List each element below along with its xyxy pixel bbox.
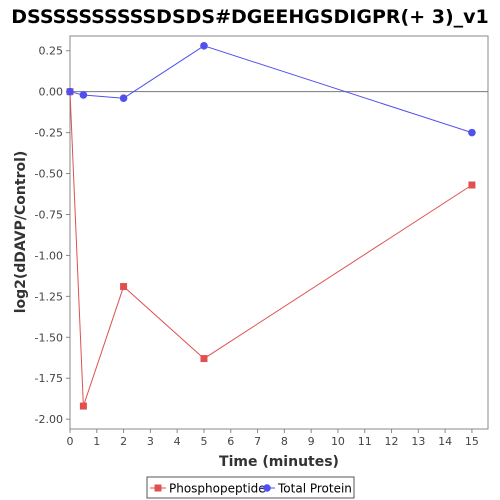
chart-title: DSSSSSSSSSSDSDS#DGEEHGSDIGPR(+ 3)_v1	[11, 6, 489, 28]
y-tick-label: -1.00	[35, 249, 63, 262]
legend-item: Phosphopeptide	[150, 482, 266, 496]
y-axis: 0.25 0.00 -0.25 -0.50 -0.75 -1.00 -1.25 -1.50 -1…	[35, 45, 70, 426]
y-tick-label: 0.00	[39, 86, 64, 99]
y-tick-label: -2.00	[35, 413, 63, 426]
legend-marker	[154, 484, 162, 492]
x-tick-label: 14	[438, 435, 452, 448]
y-tick-label: -0.25	[35, 127, 63, 140]
data-point	[200, 355, 208, 363]
x-tick-label: 8	[281, 435, 288, 448]
x-tick-label: 15	[465, 435, 479, 448]
y-tick-label: -0.50	[35, 168, 63, 181]
y-tick-label: -1.50	[35, 331, 63, 344]
legend-label: Phosphopeptide	[169, 482, 266, 496]
x-tick-label: 13	[411, 435, 425, 448]
y-tick-label: -0.75	[35, 208, 63, 221]
data-point	[468, 181, 476, 189]
y-axis-label: log2(dDAVP/Control)	[13, 151, 29, 314]
x-tick-label: 10	[331, 435, 345, 448]
legend-marker	[263, 484, 271, 492]
plot-area	[69, 35, 489, 430]
x-tick-label: 0	[67, 435, 74, 448]
legend-items: Phosphopeptide Total Protein	[150, 482, 352, 496]
data-point	[79, 91, 88, 99]
x-tick-label: 7	[254, 435, 261, 448]
legend-item: Total Protein	[259, 482, 352, 496]
x-tick-label: 12	[385, 435, 399, 448]
legend	[146, 476, 355, 499]
data-point	[66, 87, 74, 96]
x-tick-label: 11	[358, 435, 372, 448]
data-point	[119, 94, 128, 103]
x-tick-label: 6	[227, 435, 234, 448]
data-point	[468, 128, 476, 137]
x-tick-label: 5	[200, 435, 207, 448]
series-layer	[66, 42, 476, 410]
data-point	[120, 283, 128, 291]
y-tick-label: -1.25	[35, 290, 63, 303]
y-tick-label: -1.75	[35, 372, 63, 385]
data-point	[79, 402, 87, 410]
x-axis: 0 1 2 3 4 5 6 7 8 9 10 11 12 13 14 15	[67, 429, 479, 448]
y-tick-label: 0.25	[39, 45, 64, 58]
x-tick-label: 1	[93, 435, 100, 448]
x-tick-label: 3	[147, 435, 154, 448]
x-tick-label: 9	[308, 435, 315, 448]
x-tick-label: 2	[120, 435, 127, 448]
x-tick-label: 4	[174, 435, 181, 448]
series-total-protein	[66, 42, 476, 137]
legend-label: Total Protein	[277, 482, 352, 496]
data-point	[200, 42, 208, 50]
x-axis-label: Time (minutes)	[219, 454, 339, 470]
